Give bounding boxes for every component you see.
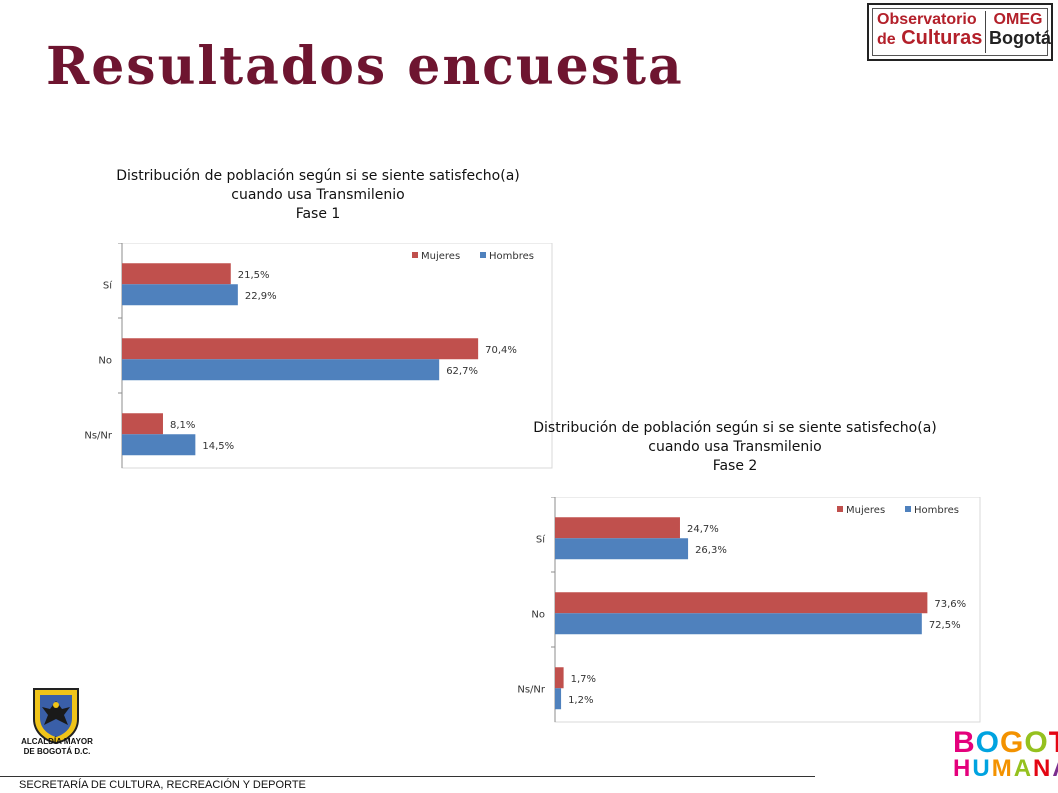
logo-letter: A [1013,755,1034,782]
logo-omeg-text: OMEG [993,11,1043,28]
data-label: 21,5% [238,270,270,281]
logo-bogota-text: Bogotá [989,28,1051,48]
data-label: 1,2% [568,695,593,706]
bar-hombres [122,284,238,306]
bar-mujeres [122,413,163,435]
legend-label: Mujeres [846,505,885,516]
category-label: Ns/Nr [84,430,113,441]
bogota-humana-line-1: BOGOTÁ [953,728,1058,758]
bar-hombres [555,688,562,710]
bar-hombres [555,538,689,560]
legend-swatch [905,506,911,512]
logo-de-text: de [877,31,896,48]
bogota-humana-logo: BOGOTÁ HUMANA [953,728,1058,782]
data-label: 1,7% [571,674,596,685]
logo-letter: N [1033,755,1053,782]
bar-mujeres [555,592,928,614]
observatorio-wordmark: Observatorio de Culturas [877,11,983,49]
chart-title-line-2: cuando usa Transmilenio [231,187,405,203]
chart-fase-2: Distribución de población según si se si… [485,415,985,730]
chart-fase-1: Distribución de población según si se si… [52,163,584,478]
chart-title-line-2: cuando usa Transmilenio [648,439,822,455]
alcaldia-line-1: ALCALDÍA MAYOR [21,737,93,746]
bogota-humana-line-2: HUMANA [953,755,1058,782]
data-label: 26,3% [695,545,727,556]
bar-mujeres [555,667,564,689]
data-label: 22,9% [245,291,277,302]
logo-culturas-text: Culturas [901,27,983,49]
legend-swatch [412,252,418,258]
data-label: 62,7% [446,366,478,377]
category-label: No [531,609,545,620]
data-label: 70,4% [485,345,517,356]
page-title: Resultados encuesta [46,36,684,97]
chart-plot: Sí 24,7% 26,3% No 73,6% 72,5% Ns/Nr 1,7% 1,2% Muj… [517,497,981,723]
alcaldia-line-2: DE BOGOTÁ D.C. [23,747,91,756]
bar-mujeres [555,517,680,539]
chart-title-line-1: Distribución de población según si se si… [116,168,520,184]
data-label: 8,1% [170,420,195,431]
logo-letter: A [1052,755,1058,782]
legend-label: Hombres [914,505,959,516]
chart-title-line-3: Fase 2 [712,458,758,474]
logo-observatorio-text: Observatorio [877,11,977,28]
footer-text: SECRETARÍA DE CULTURA, RECREACIÓN Y DEPO… [19,779,306,791]
logo-letter: M [991,755,1014,782]
chart-title-line-1: Distribución de población según si se si… [533,420,937,436]
chart-title-line-3: Fase 1 [295,206,341,222]
bar-mujeres [122,263,231,285]
bar-hombres [122,434,196,456]
legend-swatch [837,506,843,512]
logo-letter: O [1024,726,1049,759]
bar-mujeres [122,338,479,360]
bar-hombres [122,359,440,381]
data-label: 73,6% [934,599,966,610]
chart-plot: Sí 21,5% 22,9% No 70,4% 62,7% Ns/Nr 8,1% 14,5% Mu… [84,243,553,469]
category-label: Sí [103,279,113,291]
observatorio-logo: Observatorio de Culturas OMEG Bogotá [867,3,1053,61]
chart-title: Distribución de población según si se si… [485,419,985,476]
data-label: 14,5% [202,441,234,452]
chart-title: Distribución de población según si se si… [52,167,584,224]
logo-letter: H [953,755,973,782]
logo-frame: Observatorio de Culturas OMEG Bogotá [872,8,1051,56]
omeg-wordmark: OMEG Bogotá [989,11,1051,48]
logo-letter: B [953,726,976,759]
category-label: Ns/Nr [517,684,546,695]
category-label: No [98,355,112,366]
legend-label: Mujeres [421,251,460,262]
category-label: Sí [536,533,546,545]
alcaldia-label: ALCALDÍA MAYOR DE BOGOTÁ D.C. [14,737,100,757]
logo-divider [985,11,986,53]
data-label: 24,7% [687,524,719,535]
legend-label: Hombres [489,251,534,262]
data-label: 72,5% [929,620,961,631]
logo-culturas-line: de Culturas [877,27,983,49]
bar-hombres [555,613,922,635]
logo-letter: U [972,755,992,782]
logo-letter: O [975,726,1001,759]
logo-letter: G [1000,726,1025,759]
logo-letter: T [1049,726,1058,759]
bogota-crest-icon [33,688,79,745]
legend-swatch [480,252,486,258]
footer-divider [0,776,815,777]
